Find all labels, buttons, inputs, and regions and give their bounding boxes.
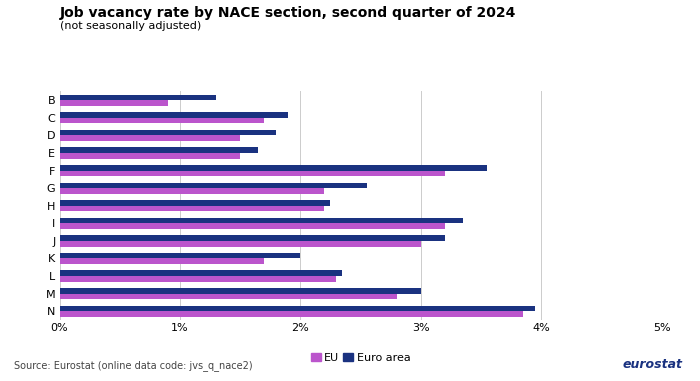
Bar xyxy=(60,218,463,223)
Bar xyxy=(60,118,264,123)
Bar xyxy=(60,94,216,100)
Bar xyxy=(60,271,342,276)
Text: eurostat: eurostat xyxy=(622,359,682,371)
Bar xyxy=(60,258,264,264)
Bar xyxy=(60,182,367,188)
Bar xyxy=(60,223,445,229)
Bar xyxy=(60,294,397,299)
Bar xyxy=(60,171,445,176)
Bar xyxy=(60,135,240,141)
Bar xyxy=(60,253,300,258)
Bar xyxy=(60,276,337,282)
Bar xyxy=(60,100,168,106)
Text: Job vacancy rate by NACE section, second quarter of 2024: Job vacancy rate by NACE section, second… xyxy=(60,6,516,20)
Bar xyxy=(60,165,487,171)
Bar xyxy=(60,288,421,294)
Bar xyxy=(60,206,324,211)
Bar xyxy=(60,112,288,118)
Bar xyxy=(60,311,523,317)
Bar xyxy=(60,188,324,194)
Bar xyxy=(60,241,421,247)
Bar xyxy=(60,153,240,158)
Bar xyxy=(60,306,535,311)
Legend: EU, Euro area: EU, Euro area xyxy=(306,349,415,367)
Bar xyxy=(60,147,258,153)
Bar xyxy=(60,200,330,206)
Text: (not seasonally adjusted): (not seasonally adjusted) xyxy=(60,21,201,31)
Text: Source: Eurostat (online data code: jvs_q_nace2): Source: Eurostat (online data code: jvs_… xyxy=(14,360,253,371)
Bar xyxy=(60,130,276,135)
Bar xyxy=(60,235,445,241)
